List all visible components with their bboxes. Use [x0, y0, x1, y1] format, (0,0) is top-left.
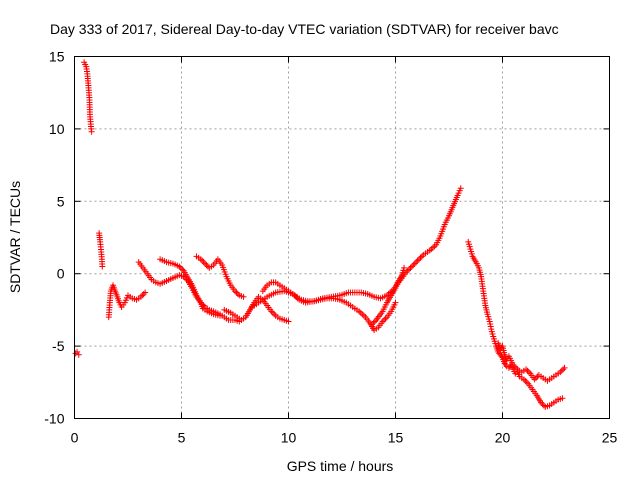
data-point [414, 257, 421, 264]
plot-frame [74, 56, 610, 419]
data-point [392, 299, 399, 306]
data-point [538, 399, 545, 406]
y-tick-label: 10 [49, 121, 65, 137]
axis-ticks: 0 5 10 15 20 25 -10 -5 0 5 10 15 [44, 49, 617, 446]
data-point [510, 361, 517, 368]
data-point [285, 318, 292, 325]
data-point [522, 377, 529, 384]
data-point [177, 264, 184, 271]
data-point [401, 264, 408, 271]
data-point [217, 312, 224, 319]
y-tick-label: 15 [49, 49, 65, 65]
data-point [202, 260, 209, 267]
data-point [558, 367, 565, 374]
x-tick-label: 0 [71, 430, 79, 446]
data-point [240, 293, 247, 300]
data-point [486, 318, 493, 325]
data-point [234, 290, 241, 297]
data-point [371, 318, 378, 325]
data-point [382, 315, 389, 322]
data-point [520, 376, 527, 383]
data-point [457, 185, 464, 192]
data-point [525, 369, 532, 376]
x-axis-label: GPS time / hours [287, 458, 394, 474]
data-point [99, 263, 106, 270]
data-point [511, 363, 518, 370]
x-tick-label: 10 [281, 430, 297, 446]
data-point [75, 351, 82, 358]
data-point [513, 364, 520, 371]
data-point [557, 369, 564, 376]
y-tick-label: -10 [44, 411, 64, 427]
data-point [179, 266, 186, 273]
data-point [487, 321, 494, 328]
data-point [523, 366, 530, 373]
data-point [381, 317, 388, 324]
data-point [379, 318, 386, 325]
data-point [197, 256, 204, 263]
data-point [368, 321, 375, 328]
data-point [502, 361, 509, 368]
data-point [531, 376, 538, 383]
x-tick-label: 25 [602, 430, 618, 446]
data-point [560, 366, 567, 373]
data-point [559, 395, 566, 402]
data-point [408, 263, 415, 270]
data-point [140, 290, 147, 297]
data-point [539, 401, 546, 408]
y-tick-label: 5 [57, 193, 65, 209]
grid [74, 56, 610, 419]
data-point [268, 308, 275, 315]
data-point [487, 323, 494, 330]
y-axis-label: SDTVAR / TECUs [7, 181, 23, 293]
y-tick-label: 0 [57, 266, 65, 282]
data-point [271, 311, 278, 318]
data-point [233, 289, 240, 296]
data-point [269, 309, 276, 316]
data-point [418, 253, 425, 260]
x-tick-label: 20 [495, 430, 511, 446]
data-point [540, 402, 547, 409]
data-point [488, 326, 495, 333]
data-point [232, 288, 238, 295]
data-point [417, 254, 424, 261]
data-point [524, 367, 531, 374]
data-point [203, 262, 210, 269]
data-point [407, 264, 414, 271]
data-point [370, 319, 377, 326]
data-point [139, 292, 146, 299]
data-point [416, 256, 423, 263]
data-points [72, 59, 568, 410]
data-point [137, 293, 144, 300]
data-point [411, 260, 418, 267]
data-point [88, 128, 95, 135]
data-point [410, 262, 417, 269]
data-point [200, 259, 207, 266]
y-tick-label: -5 [52, 338, 65, 354]
data-point [413, 259, 420, 266]
data-point [199, 257, 206, 264]
data-point [523, 379, 530, 386]
data-point [533, 374, 540, 381]
data-point [406, 266, 413, 273]
x-tick-label: 15 [388, 430, 404, 446]
data-point [142, 289, 149, 296]
data-point [72, 350, 79, 357]
data-point [176, 263, 183, 270]
chart-title: Day 333 of 2017, Sidereal Day-to-day VTE… [50, 21, 559, 37]
x-tick-label: 5 [178, 430, 186, 446]
data-point [561, 364, 568, 371]
